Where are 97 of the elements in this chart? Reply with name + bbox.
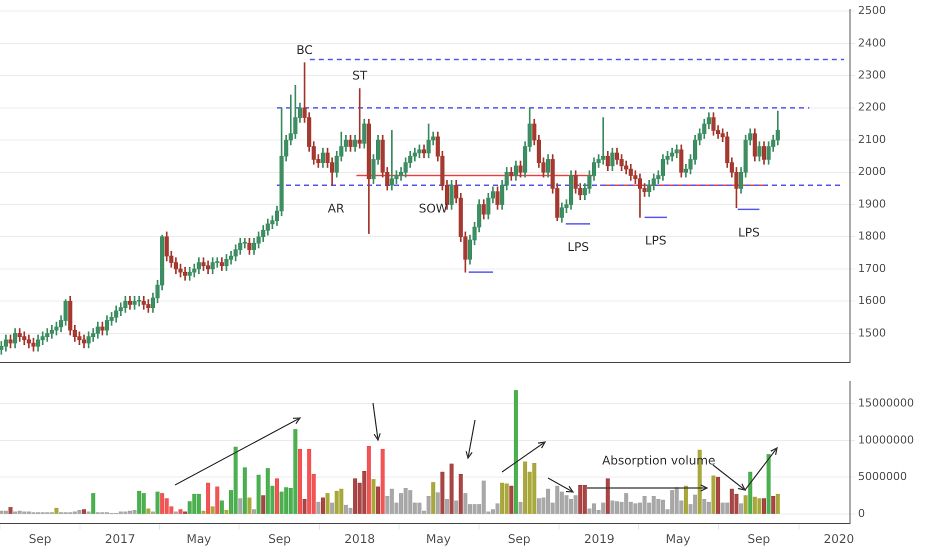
bar — [436, 492, 440, 514]
bar — [298, 448, 302, 514]
y-tick-label: 15000000 — [858, 396, 914, 410]
bar — [274, 478, 280, 514]
bar — [380, 448, 385, 514]
bar — [748, 472, 752, 514]
bar — [458, 474, 463, 514]
bar — [366, 446, 371, 514]
bar — [326, 493, 330, 514]
x-tick-label: 2019 — [584, 532, 615, 546]
bar — [302, 498, 307, 514]
bar — [716, 476, 720, 514]
bar — [316, 502, 320, 514]
bar — [206, 482, 210, 514]
bar — [776, 494, 780, 514]
bar — [156, 492, 160, 514]
bar — [320, 498, 325, 514]
bar — [771, 496, 776, 514]
bar — [766, 454, 771, 514]
bar — [606, 478, 610, 514]
y-tick-label: 2300 — [858, 68, 886, 82]
x-tick-label: Sep — [28, 532, 52, 546]
bar — [261, 495, 266, 514]
y-tick-label: 1500 — [858, 326, 886, 340]
bar — [376, 486, 380, 514]
bar — [518, 502, 523, 514]
bar — [54, 508, 58, 514]
y-tick-label: 5000000 — [858, 470, 907, 484]
bar — [256, 474, 261, 514]
bar — [757, 498, 762, 514]
annotation: BC — [296, 42, 313, 57]
annotation: SOW — [418, 201, 448, 216]
bar — [431, 482, 436, 514]
y-tick-label: 1900 — [858, 197, 886, 210]
bar — [614, 501, 620, 514]
bar — [91, 493, 96, 514]
bar — [160, 493, 164, 514]
y-tick-label: 1800 — [858, 230, 886, 243]
x-tick-label: May — [186, 532, 212, 546]
bar — [247, 498, 252, 514]
bar — [514, 390, 518, 514]
bar — [592, 503, 596, 514]
bar — [224, 510, 228, 514]
y-tick-label: 1600 — [858, 294, 886, 308]
y-tick-label: 0 — [858, 506, 865, 520]
bar — [440, 472, 444, 514]
y-tick-label: 10000000 — [858, 433, 914, 446]
y-tick-label: 2400 — [858, 36, 886, 50]
annotation: LPS — [567, 240, 590, 254]
annotation: AR — [328, 201, 344, 216]
bar — [242, 467, 247, 514]
bar — [454, 500, 458, 514]
bar — [82, 509, 86, 514]
x-tick-label: Sep — [508, 532, 530, 546]
bar — [762, 498, 766, 514]
bar — [330, 502, 334, 514]
bar — [706, 502, 711, 514]
bar — [450, 464, 454, 514]
bar — [8, 507, 13, 514]
bar — [523, 461, 528, 514]
y-tick-label: 2000 — [858, 165, 886, 178]
bar — [353, 478, 358, 514]
bar — [444, 498, 450, 514]
bar — [178, 509, 183, 514]
x-tick-label: Sep — [268, 532, 291, 546]
bar — [77, 510, 82, 514]
annotation: LPS — [644, 234, 666, 248]
bar — [371, 479, 376, 514]
bar — [739, 503, 744, 514]
bar — [348, 508, 353, 514]
candlestick — [638, 174, 642, 218]
y-tick-label: 1700 — [858, 262, 886, 275]
bar — [210, 506, 215, 514]
y-tick-label: 2500 — [858, 4, 886, 18]
bar — [215, 486, 220, 514]
bar — [238, 498, 242, 514]
y-tick-label: 2100 — [858, 132, 886, 146]
bar — [146, 508, 150, 514]
x-tick-label: Sep — [747, 532, 770, 546]
y-tick-label: 2200 — [858, 100, 886, 114]
x-tick-label: May — [426, 532, 451, 546]
bar — [744, 495, 748, 514]
x-tick-label: 2020 — [824, 532, 854, 546]
bar — [252, 509, 256, 514]
x-tick-label: 2017 — [104, 532, 136, 546]
x-tick-label: 2018 — [344, 532, 375, 546]
bar — [509, 486, 514, 514]
bar — [684, 486, 688, 514]
bar — [711, 475, 716, 514]
bar — [201, 510, 206, 514]
annotation: LPS — [738, 225, 760, 240]
annotation: ST — [352, 68, 368, 83]
bar — [196, 494, 201, 514]
x-tick-label: May — [666, 532, 690, 546]
bar — [220, 500, 224, 514]
bar — [500, 482, 504, 514]
bar — [4, 510, 8, 514]
